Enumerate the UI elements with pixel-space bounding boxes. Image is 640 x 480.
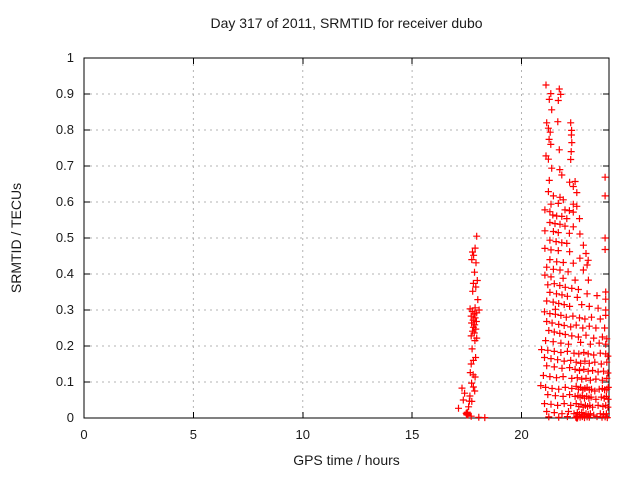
y-tick-label: 0.8: [56, 122, 74, 137]
y-tick-label: 0: [67, 410, 74, 425]
y-tick-label: 0.2: [56, 338, 74, 353]
y-tick-label: 0.1: [56, 374, 74, 389]
y-tick-label: 1: [67, 50, 74, 65]
x-tick-label: 10: [296, 427, 310, 442]
y-tick-label: 0.4: [56, 266, 74, 281]
y-tick-label: 0.7: [56, 158, 74, 173]
x-tick-label: 20: [514, 427, 528, 442]
y-tick-label: 0.3: [56, 302, 74, 317]
x-axis-label: GPS time / hours: [293, 452, 400, 468]
x-tick-label: 0: [80, 427, 87, 442]
y-tick-label: 0.5: [56, 230, 74, 245]
scatter-points: [455, 81, 612, 422]
chart-title: Day 317 of 2011, SRMTID for receiver dub…: [210, 15, 483, 31]
x-tick-label: 15: [405, 427, 419, 442]
y-tick-label: 0.9: [56, 86, 74, 101]
y-tick-label: 0.6: [56, 194, 74, 209]
x-tick-label: 5: [190, 427, 197, 442]
